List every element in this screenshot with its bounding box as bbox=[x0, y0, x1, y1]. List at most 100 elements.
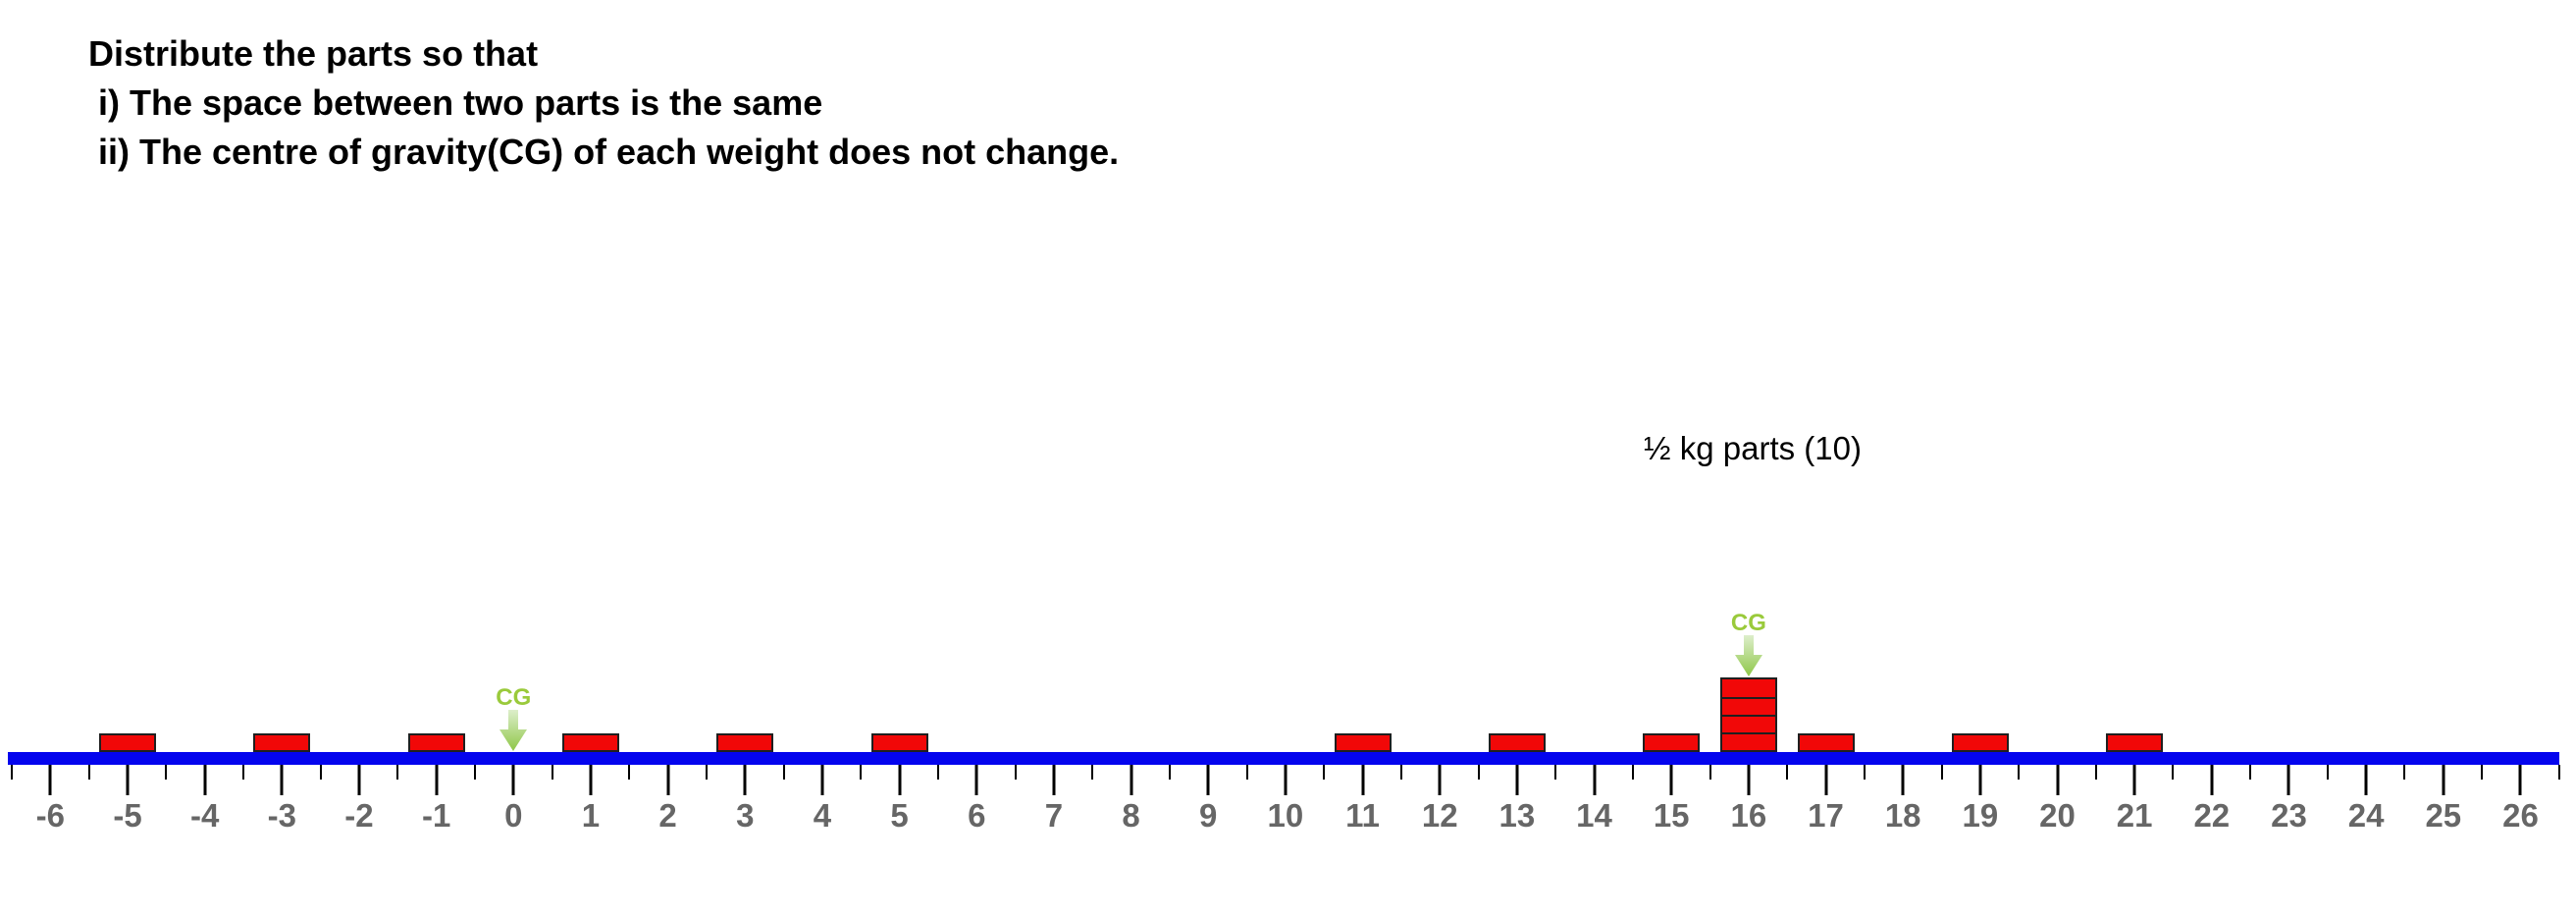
ruler-tick-major bbox=[126, 765, 130, 795]
ruler-tick-major bbox=[974, 765, 978, 795]
ruler-tick-minor bbox=[1399, 765, 1402, 780]
cg-down-arrow-icon bbox=[1734, 635, 1763, 681]
ruler-number: 26 bbox=[2502, 797, 2539, 834]
ruler-number: 12 bbox=[1421, 797, 1458, 834]
stack-separator bbox=[1721, 697, 1775, 699]
ruler-tick-major bbox=[203, 765, 207, 795]
parts-count-label: ½ kg parts (10) bbox=[1644, 430, 1862, 466]
ruler-tick-minor bbox=[1863, 765, 1866, 780]
instruction-line-1: Distribute the parts so that bbox=[88, 33, 539, 74]
weight-part[interactable] bbox=[99, 733, 156, 752]
ruler-number: 0 bbox=[504, 797, 523, 834]
weight-part[interactable] bbox=[1797, 733, 1855, 752]
ruler-tick-minor bbox=[2403, 765, 2406, 780]
weight-part[interactable] bbox=[1951, 733, 2009, 752]
ruler-tick-minor bbox=[1940, 765, 1943, 780]
ruler-number: 15 bbox=[1653, 797, 1690, 834]
ruler-tick-major bbox=[48, 765, 52, 795]
weight-part[interactable] bbox=[407, 733, 465, 752]
weight-part[interactable] bbox=[1643, 733, 1701, 752]
ruler-number: -1 bbox=[421, 797, 451, 834]
ruler-tick-major bbox=[2364, 765, 2368, 795]
ruler-tick-minor bbox=[2018, 765, 2021, 780]
ruler-number: 11 bbox=[1345, 797, 1380, 834]
weight-part[interactable] bbox=[561, 733, 619, 752]
weight-part[interactable] bbox=[1488, 733, 1546, 752]
ruler-tick-major bbox=[1515, 765, 1519, 795]
ruler-number: 2 bbox=[658, 797, 677, 834]
ruler-tick-major bbox=[2442, 765, 2445, 795]
ruler-tick-major bbox=[2518, 765, 2522, 795]
ruler-tick-major bbox=[1052, 765, 1056, 795]
cg-label: CG bbox=[496, 684, 532, 711]
ruler-tick-major bbox=[1593, 765, 1597, 795]
ruler-tick-minor bbox=[2094, 765, 2097, 780]
ruler-number: 17 bbox=[1808, 797, 1844, 834]
ruler-number: 19 bbox=[1962, 797, 1999, 834]
ruler-number: 14 bbox=[1576, 797, 1612, 834]
ruler-number: 5 bbox=[890, 797, 909, 834]
ruler-tick-minor bbox=[11, 765, 13, 780]
ruler-number: 9 bbox=[1199, 797, 1218, 834]
ruler-tick-major bbox=[1669, 765, 1673, 795]
ruler-tick-minor bbox=[1014, 765, 1017, 780]
ruler-number: 24 bbox=[2347, 797, 2385, 834]
ruler-tick-minor bbox=[551, 765, 553, 780]
ruler-number: 13 bbox=[1498, 797, 1536, 834]
ruler-number: -4 bbox=[189, 797, 220, 834]
cg-label: CG bbox=[1730, 610, 1766, 636]
ruler-tick-major bbox=[1130, 765, 1133, 795]
ruler-tick-minor bbox=[2249, 765, 2252, 780]
ruler-tick-major bbox=[666, 765, 670, 795]
ruler-number: 20 bbox=[2039, 797, 2076, 834]
ruler-tick-major bbox=[1206, 765, 1210, 795]
ruler-tick-minor bbox=[2481, 765, 2484, 780]
ruler-tick-major bbox=[820, 765, 824, 795]
ruler-tick-major bbox=[1747, 765, 1751, 795]
ruler-tick-major bbox=[2287, 765, 2290, 795]
ruler-tick-minor bbox=[1631, 765, 1634, 780]
ruler-number: 10 bbox=[1267, 797, 1304, 834]
ruler-tick-minor bbox=[473, 765, 476, 780]
weight-part[interactable] bbox=[253, 733, 311, 752]
ruler-tick-major bbox=[2056, 765, 2059, 795]
ruler-tick-minor bbox=[2326, 765, 2329, 780]
ruler-number: 4 bbox=[813, 797, 832, 834]
ruler-tick-minor bbox=[87, 765, 90, 780]
instruction-line-2: i) The space between two parts is the sa… bbox=[88, 82, 823, 123]
ruler-number: 16 bbox=[1730, 797, 1767, 834]
stack-separator bbox=[1721, 715, 1775, 717]
ruler-tick-minor bbox=[628, 765, 631, 780]
ruler-tick-major bbox=[280, 765, 284, 795]
ruler-tick-minor bbox=[396, 765, 399, 780]
weight-part[interactable] bbox=[1334, 733, 1392, 752]
ruler-tick-minor bbox=[165, 765, 168, 780]
weight-part[interactable] bbox=[716, 733, 774, 752]
ruler-tick-minor bbox=[241, 765, 244, 780]
ruler-tick-minor bbox=[1786, 765, 1789, 780]
ruler-number: 23 bbox=[2271, 797, 2307, 834]
weight-stack[interactable] bbox=[1719, 677, 1777, 752]
ruler-tick-minor bbox=[1245, 765, 1248, 780]
weight-part[interactable] bbox=[870, 733, 928, 752]
ruler-tick-minor bbox=[319, 765, 322, 780]
ruler-tick-minor bbox=[860, 765, 863, 780]
ruler-tick-major bbox=[1824, 765, 1828, 795]
ruler-number: 7 bbox=[1044, 797, 1064, 834]
ruler-tick-minor bbox=[1323, 765, 1326, 780]
cg-down-arrow-icon bbox=[499, 710, 528, 756]
ruler-tick-minor bbox=[1091, 765, 1094, 780]
ruler-tick-minor bbox=[782, 765, 785, 780]
ruler-tick-minor bbox=[1709, 765, 1711, 780]
ruler-tick-major bbox=[1284, 765, 1288, 795]
weight-part[interactable] bbox=[2106, 733, 2164, 752]
ruler-tick-major bbox=[357, 765, 361, 795]
ruler-number: 8 bbox=[1122, 797, 1140, 834]
ruler-tick-minor bbox=[1554, 765, 1557, 780]
ruler-number: -3 bbox=[267, 797, 296, 834]
ruler-number: 1 bbox=[581, 797, 601, 834]
ruler-tick-minor bbox=[2557, 765, 2560, 780]
ruler-tick-major bbox=[511, 765, 515, 795]
ruler-number: 22 bbox=[2193, 797, 2231, 834]
